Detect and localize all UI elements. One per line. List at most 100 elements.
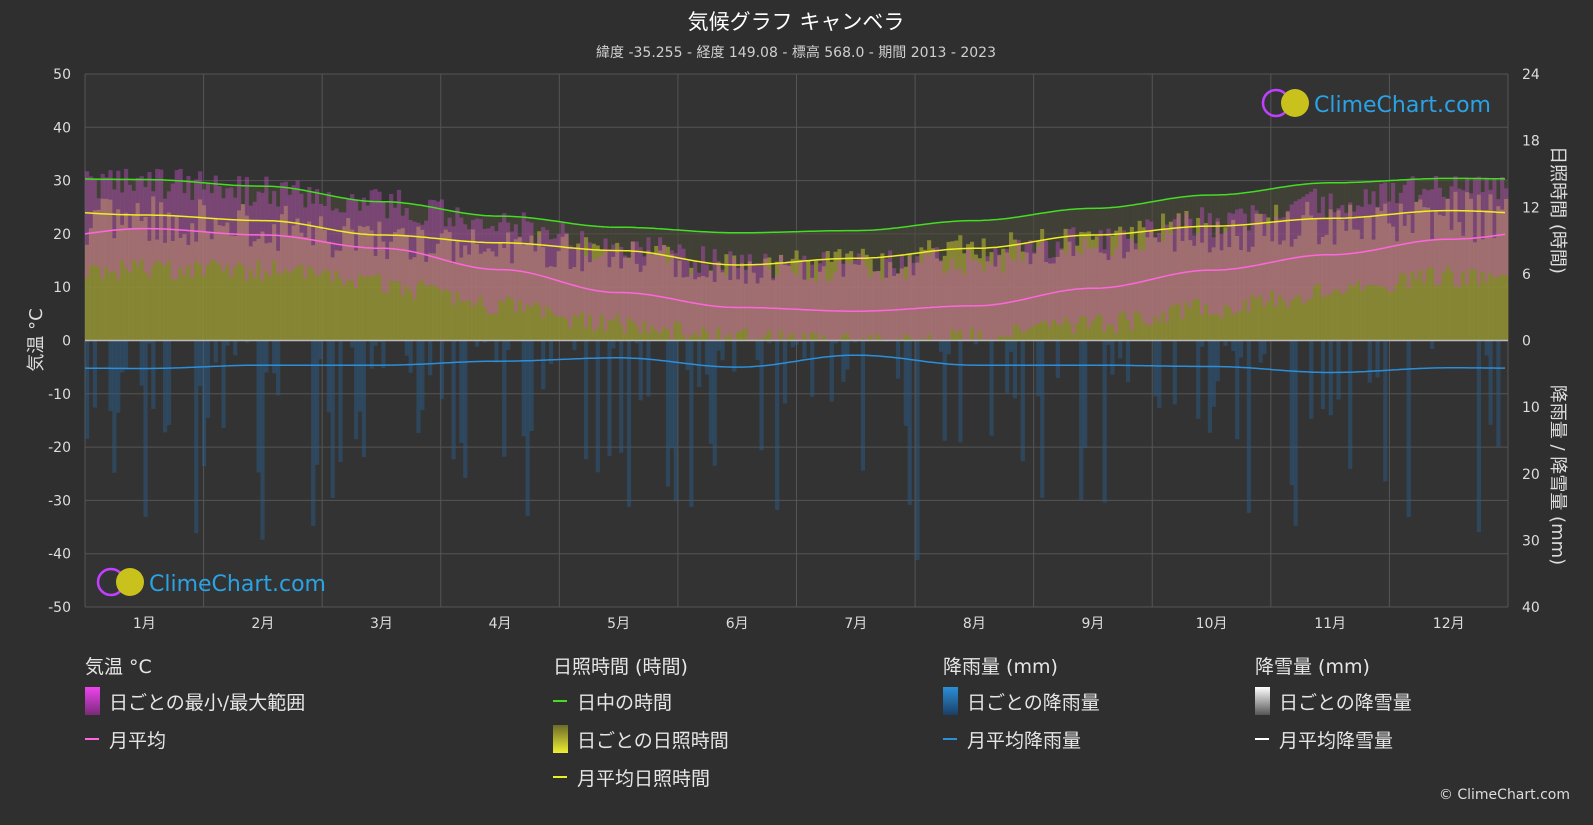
temp-range-bar [439,199,444,292]
rain-bar [802,340,807,359]
sunshine-bar [1301,215,1306,341]
legend-item: 日ごとの降雪量 [1255,687,1412,715]
sunshine-bar [1075,245,1080,341]
sunshine-bar [619,268,624,341]
temp-range-bar [1270,223,1275,291]
y-left-tick-label: 0 [62,334,71,350]
rain-bar [1110,340,1115,375]
sunshine-bar [1281,240,1287,341]
rain-bar [1336,340,1341,400]
temp-range-bar [326,192,331,271]
temp-range-bar [833,271,838,341]
rain-bar [139,340,144,386]
sunshine-bar [486,248,491,341]
temp-range-bar [619,246,624,325]
sunshine-bar [880,253,885,341]
sunshine-bar [739,263,745,341]
rain-bar [264,340,269,373]
x-tick-label: 7月 [844,616,867,632]
rain-bar [708,340,713,444]
sunshine-bar [1348,204,1353,341]
sunshine-bar [1433,211,1439,341]
temp-range-bar [1262,213,1267,307]
rain-bar [521,340,526,437]
temp-range-bar [1500,176,1505,275]
rain-bar [1328,340,1333,416]
rain-bar [1320,340,1326,409]
temp-range-bar [116,170,121,279]
temp-range-bar [229,187,234,278]
x-tick-label: 11月 [1314,616,1346,632]
rain-bar [116,340,121,413]
legend-label: 月平均日照時間 [577,767,711,790]
sunshine-bar [689,267,694,341]
temp-range-bar [1133,243,1138,311]
temp-range-bar [1227,212,1232,308]
sunshine-bar [135,203,140,341]
sunshine-bar [420,229,425,341]
legend-label: 月平均降雪量 [1279,729,1394,752]
temp-range-bar [1016,239,1021,327]
temp-range-bar [1301,196,1306,304]
legend-item: 日ごとの日照時間 [553,725,729,753]
temp-range-bar [915,256,920,341]
temp-range-bar [1254,210,1259,300]
sunshine-bar [1016,244,1021,341]
sunshine-bar [525,244,530,341]
sunshine-bar [868,259,873,341]
sunshine-bar [295,218,300,341]
sunshine-bar [1086,231,1092,341]
y-right-bottom-tick-label: 10 [1522,400,1540,416]
y-right-top-tick-label: 6 [1522,267,1531,283]
sunshine-bar [330,257,335,341]
sunshine-bar [743,283,749,341]
sunshine-bar [775,261,780,341]
rain-bar [1125,340,1131,383]
sunshine-bar [147,240,152,341]
temp-range-bar [1184,213,1189,303]
x-tick-label: 4月 [489,616,512,632]
sunshine-bar [794,250,799,341]
legend-item: 日中の時間 [553,688,729,714]
sunshine-bar [1465,192,1470,341]
sunshine-bar [895,273,901,341]
temp-range-bar [997,254,1002,336]
sunshine-bar [989,252,994,341]
temp-range-bar [529,222,534,308]
temp-range-bar [1367,204,1372,286]
rain-bar [1488,340,1493,425]
sunshine-bar [506,232,511,341]
sunshine-bar [459,257,464,341]
sunshine-bar [747,261,752,341]
rain-bar [151,340,156,410]
sunshine-bar [1472,242,1478,341]
sunshine-bar [630,241,636,341]
legend-title: 日照時間 (時間) [553,656,688,678]
sunshine-bar [1418,199,1423,341]
temp-range-bar [1348,202,1353,285]
rain-bar [669,340,674,449]
temp-range-bar [256,191,261,261]
sunshine-bar [392,232,398,341]
sunshine-bar [424,261,429,341]
sunshine-bar [1480,239,1485,341]
sunshine-bar [182,234,187,341]
temp-range-bar [876,271,881,335]
temp-range-bar [541,227,546,318]
sunshine-bar [1270,241,1275,341]
temp-range-bar [1075,251,1080,324]
sunshine-bar [315,226,320,341]
temp-range-bar [1316,212,1322,284]
temp-range-bar [1340,205,1345,295]
sunshine-bar [626,257,632,341]
temp-range-bar [845,262,850,334]
sunshine-bar [977,258,982,341]
sunshine-bar [1250,246,1255,341]
rain-bar [755,340,760,361]
sunshine-bar [1344,230,1349,341]
temp-range-bar [1344,212,1349,292]
temp-range-bar [354,199,359,289]
rain-bar [665,340,671,487]
sunshine-bar [876,271,881,341]
